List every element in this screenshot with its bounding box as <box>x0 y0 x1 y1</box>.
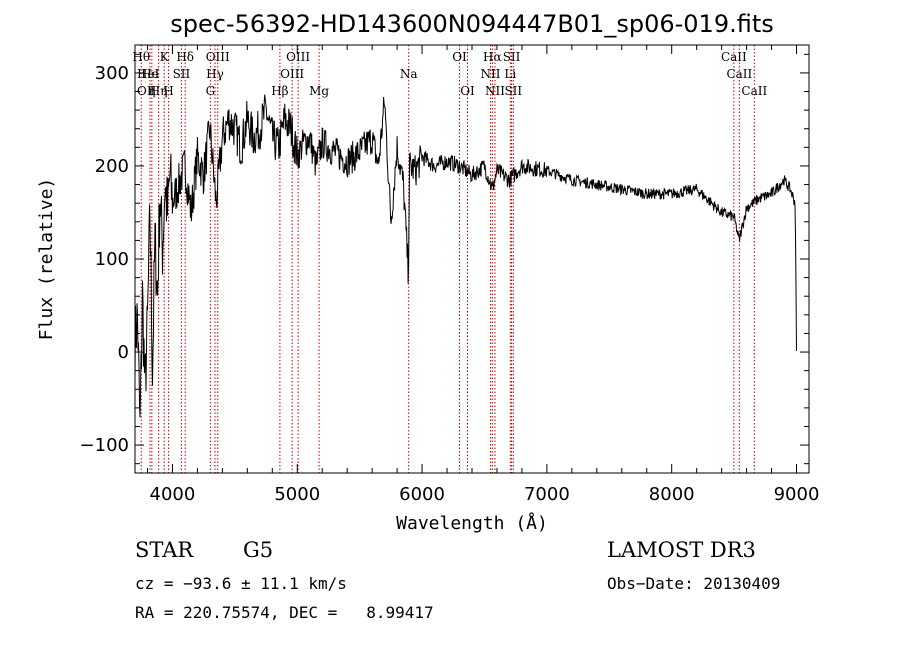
marker-label: Hβ <box>271 84 288 98</box>
plot-frame <box>134 44 810 474</box>
marker-label: K <box>160 50 170 64</box>
object-type: STAR <box>135 538 194 562</box>
axis-ticks: 4000 5000 6000 7000 8000 9000 −100 0 100 200 300 <box>80 45 820 505</box>
y-tick-label: −100 <box>80 435 129 456</box>
marker-label: Hθ <box>132 50 150 64</box>
marker-label: NII <box>485 84 505 98</box>
marker-label: Hη <box>150 84 168 98</box>
x-tick-label: 4000 <box>150 484 196 505</box>
marker-label: CaII <box>721 50 747 64</box>
survey-name: LAMOST DR3 <box>607 538 756 562</box>
y-tick-label: 100 <box>95 249 129 270</box>
x-tick-label: 6000 <box>399 484 445 505</box>
x-tick-label: 5000 <box>274 484 320 505</box>
y-tick-label: 300 <box>95 63 129 84</box>
x-tick-label: 7000 <box>524 484 570 505</box>
obs-date: Obs−Date: 20130409 <box>607 574 781 593</box>
marker-label: CaII <box>741 84 767 98</box>
marker-label: NII <box>480 67 500 81</box>
marker-label: OIII <box>280 67 304 81</box>
y-tick-label: 200 <box>95 156 129 177</box>
subclass: G5 <box>243 538 274 562</box>
marker-label: OI <box>460 84 475 98</box>
spectrum-series <box>134 94 797 418</box>
x-tick-label: 9000 <box>774 484 820 505</box>
marker-label: OIII <box>286 50 310 64</box>
y-tick-label: 0 <box>118 342 129 363</box>
marker-label-extra: HeI <box>137 67 160 81</box>
chart-title: spec-56392-HD143600N094447B01_sp06-019.f… <box>170 10 774 38</box>
x-tick-label: 8000 <box>649 484 695 505</box>
marker-label: CaII <box>726 67 752 81</box>
y-axis-label: Flux (relative) <box>36 178 57 341</box>
marker-label: He <box>141 67 159 81</box>
marker-labels: HθHeηHηKHSIIHδGHγOIIIHβOIIIOIIIMgNaOIOIN… <box>132 50 767 98</box>
marker-label: OI <box>452 50 467 64</box>
marker-label: SII <box>503 50 521 64</box>
redshift-text: cz = −93.6 ± 11.1 km/s <box>135 574 347 593</box>
marker-label: Li <box>504 67 516 81</box>
marker-label: Hα <box>483 50 502 64</box>
marker-label: Hδ <box>176 50 194 64</box>
marker-label: Mg <box>309 84 329 98</box>
marker-label: SII <box>504 84 522 98</box>
spectrum-line <box>134 94 797 418</box>
marker-label: η <box>148 84 155 98</box>
coordinates: RA = 220.75574, DEC = 8.99417 <box>135 603 434 622</box>
x-axis-label: Wavelength (Å) <box>396 512 548 534</box>
marker-label: Hγ <box>206 67 224 81</box>
marker-label-extra: OII <box>137 84 157 98</box>
marker-label: SII <box>173 67 191 81</box>
marker-label: G <box>206 84 216 98</box>
marker-label: Na <box>400 67 418 81</box>
line-markers <box>140 45 755 473</box>
marker-label: H <box>163 84 173 98</box>
marker-label: OIII <box>206 50 230 64</box>
